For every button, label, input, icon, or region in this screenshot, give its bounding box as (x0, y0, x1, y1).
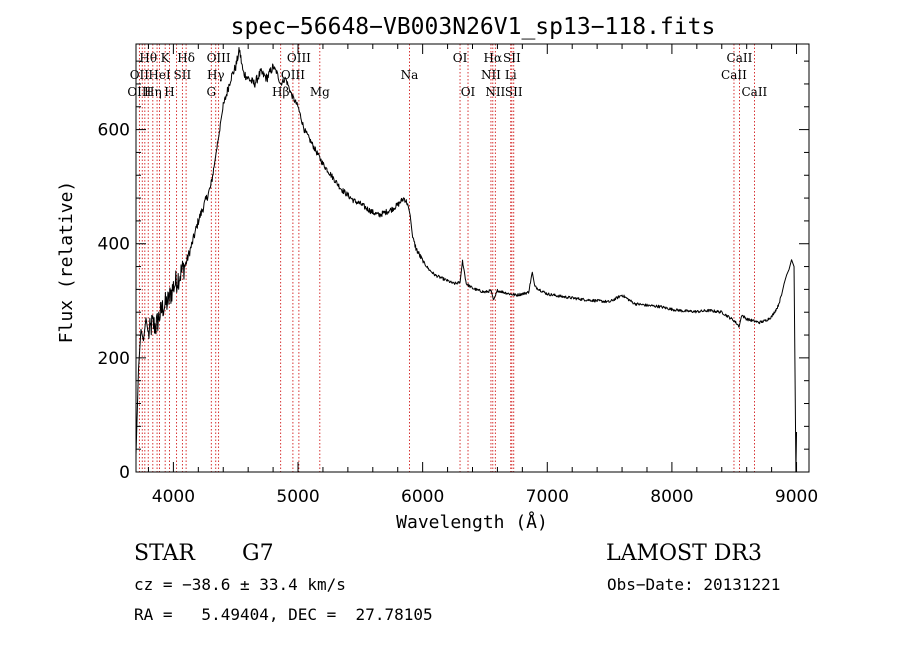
y-tick-label: 0 (119, 463, 130, 483)
line-label: OI (461, 85, 476, 99)
line-label: Hγ (207, 68, 225, 82)
line-label: SII (505, 85, 523, 99)
x-tick-label: 6000 (401, 487, 444, 507)
line-label: Hβ (272, 85, 289, 99)
line-label: Hδ (177, 51, 195, 65)
line-label: OIII (207, 51, 231, 65)
y-tick-label: 600 (98, 121, 130, 141)
x-axis-label: Wavelength (Å) (396, 511, 548, 533)
line-label: Li (505, 68, 517, 82)
line-markers (138, 44, 755, 472)
line-label: H (164, 85, 174, 99)
spectrum-line (135, 47, 798, 473)
y-axis-label: Flux (relative) (56, 181, 77, 344)
line-label: CaII (741, 85, 767, 99)
x-tick-label: 7000 (526, 487, 569, 507)
line-label: K (161, 51, 171, 65)
line-label: NII (485, 85, 505, 99)
line-label: OII (130, 68, 150, 82)
ra-dec: RA = 5.49404, DEC = 27.78105 (134, 605, 433, 624)
line-label: CaII (727, 51, 753, 65)
line-label: OIII (287, 51, 311, 65)
series-layer (135, 47, 798, 473)
y-tick-label: 200 (98, 349, 130, 369)
line-label: Na (401, 68, 419, 82)
line-label: Hθ (139, 51, 157, 65)
x-axis: 4000 5000 6000 7000 8000 9000 (147, 44, 818, 507)
line-label: CaII (721, 68, 747, 82)
plot-frame (135, 43, 810, 473)
obs-date: Obs−Date: 20131221 (607, 575, 780, 594)
line-label: SII (174, 68, 192, 82)
y-axis: 0 200 400 600 (98, 60, 809, 483)
x-tick-label: 4000 (152, 487, 195, 507)
line-label: OIII (281, 68, 305, 82)
x-tick-label: 8000 (650, 487, 693, 507)
x-tick-label: 5000 (276, 487, 319, 507)
line-label: OI (453, 51, 468, 65)
redshift-cz: cz = −38.6 ± 33.4 km/s (134, 575, 346, 594)
line-label: Mg (310, 85, 330, 99)
y-tick-label: 400 (98, 235, 130, 255)
x-tick-label: 9000 (775, 487, 818, 507)
line-label: G (206, 85, 216, 99)
line-label: OIII (127, 85, 151, 99)
line-label: NII (481, 68, 501, 82)
line-label: SII (503, 51, 521, 65)
object-class: STAR (134, 541, 196, 566)
line-label: HeI (148, 68, 171, 82)
object-subclass: G7 (242, 541, 274, 566)
line-label: Hη (144, 85, 162, 99)
line-label: Hα (484, 51, 503, 65)
survey-name: LAMOST DR3 (606, 541, 762, 566)
chart-title: spec−56648−VB003N26V1_sp13−118.fits (231, 14, 716, 40)
